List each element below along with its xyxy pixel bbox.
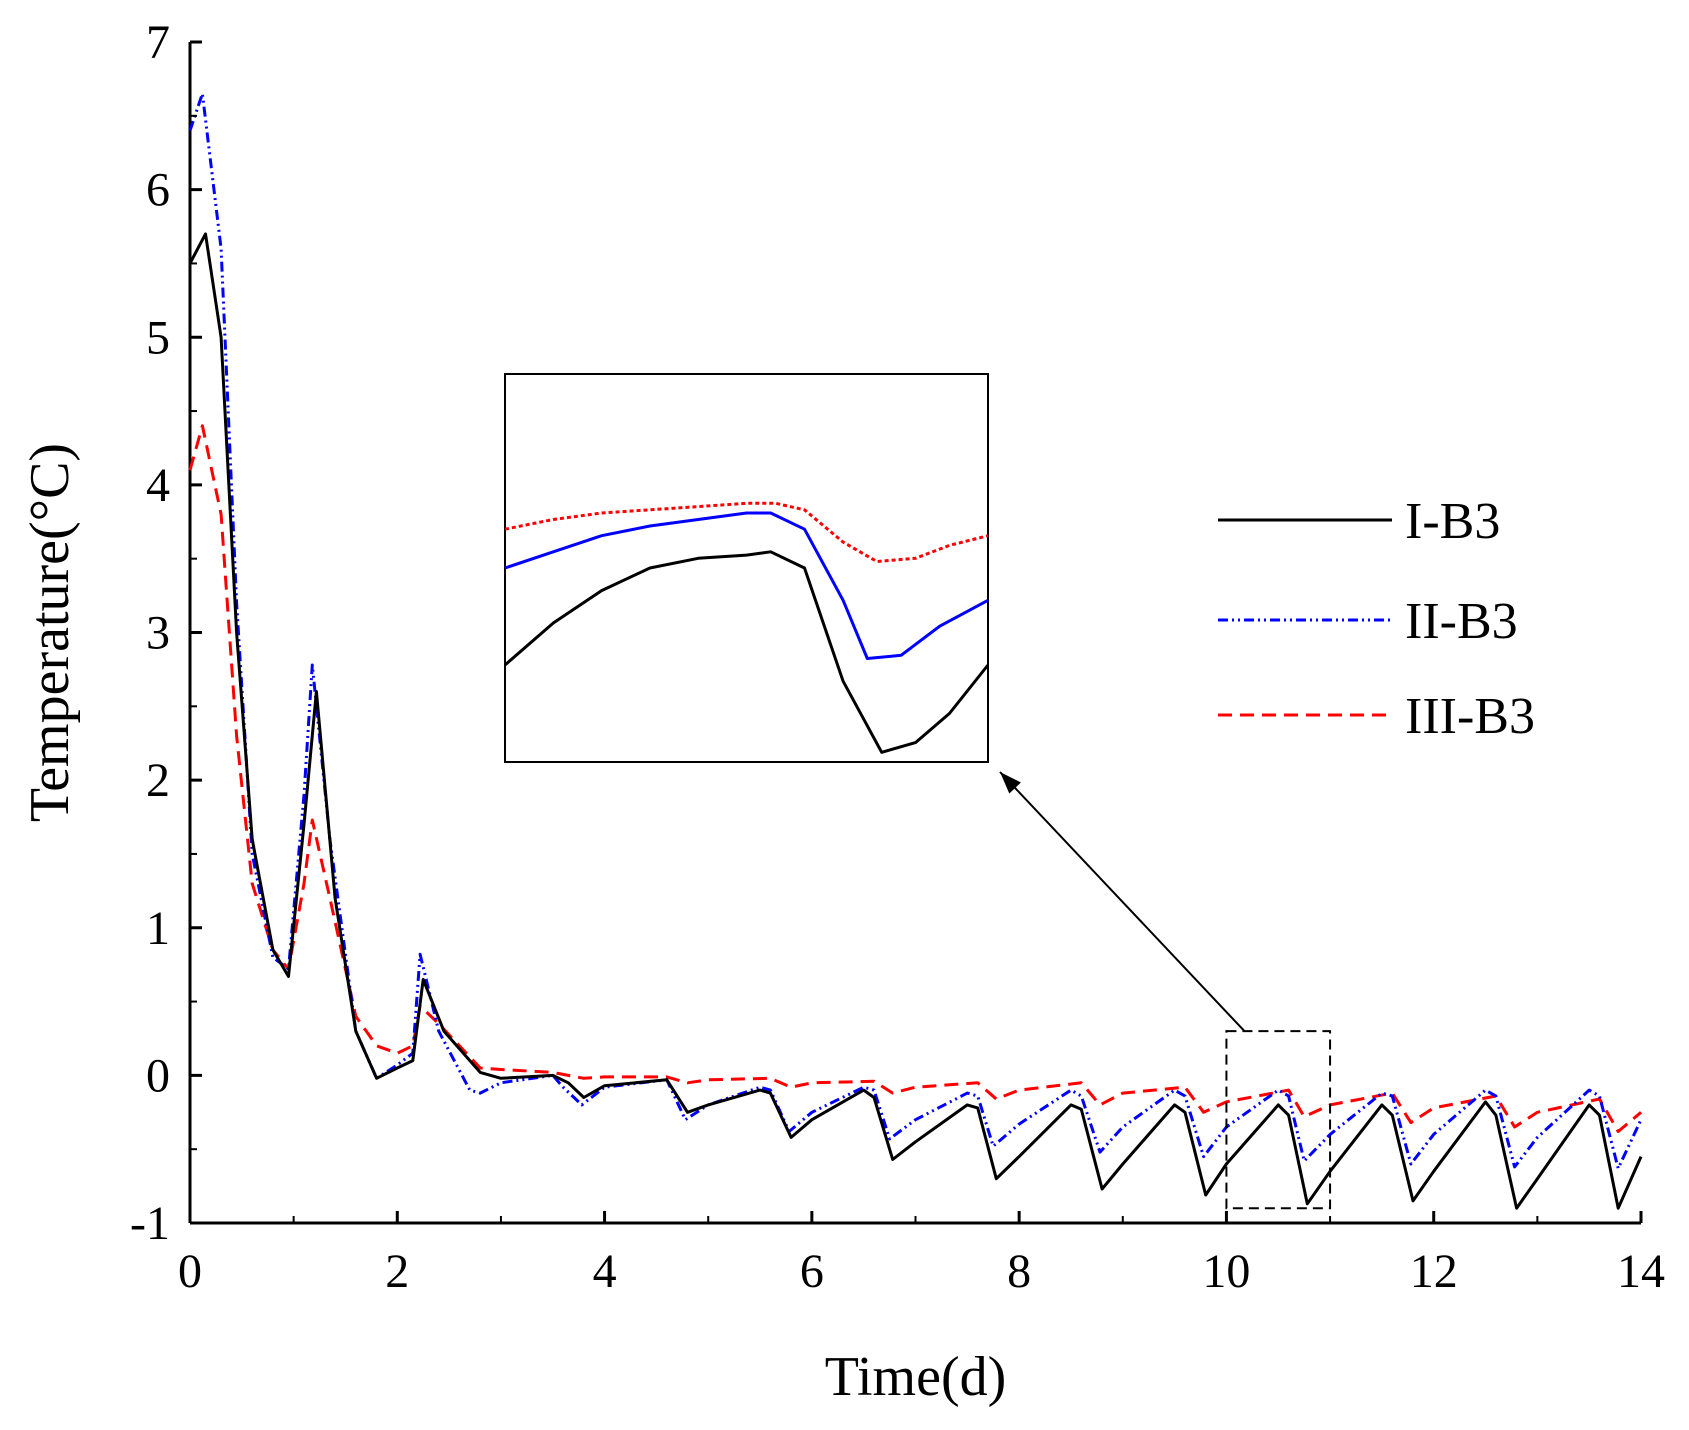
plot-series: [188, 92, 1643, 1210]
x-tick-label: 8: [1007, 1245, 1031, 1298]
y-tick-label: 2: [146, 754, 170, 807]
series-line-i-b3: [188, 232, 1643, 1210]
y-tick-label: 7: [146, 16, 170, 69]
legend-label-iii-b3: III-B3: [1405, 688, 1535, 745]
zoom-region-rect: [1225, 1030, 1332, 1210]
x-tick-label: 6: [800, 1245, 824, 1298]
x-tick-label: 10: [1202, 1245, 1250, 1298]
y-tick-label: 1: [146, 902, 170, 955]
y-tick-label: -1: [130, 1197, 170, 1250]
legend: I-B3 II-B3 III-B3: [1218, 493, 1535, 745]
x-tick-label: 2: [385, 1245, 409, 1298]
x-tick-label: 14: [1617, 1245, 1665, 1298]
x-tick-label: 0: [178, 1245, 202, 1298]
y-tick-label: 0: [146, 1049, 170, 1102]
zoom-arrow-line: [999, 771, 1246, 1032]
x-axis-title: Time(d): [825, 1346, 1007, 1408]
legend-label-i-b3: I-B3: [1405, 493, 1500, 550]
series-line-ii-b3: [188, 92, 1643, 1170]
x-tick-label: 12: [1410, 1245, 1458, 1298]
zoom-arrow: [999, 771, 1246, 1032]
legend-label-ii-b3: II-B3: [1405, 593, 1518, 650]
inset-plot: [504, 373, 990, 763]
inset-frame: [504, 373, 989, 763]
y-axis-title: Temperature(°C): [19, 443, 81, 822]
inset-series-line-iii-b3: [504, 501, 989, 563]
zoom-arrow-head: [1000, 772, 1021, 794]
x-tick-label: 4: [593, 1245, 617, 1298]
y-tick-label: 3: [146, 607, 170, 660]
y-tick-label: 5: [146, 311, 170, 364]
inset-series-line-ii-b3: [504, 511, 989, 660]
zoom-region-box: [1225, 1030, 1332, 1210]
y-tick-label: 4: [146, 459, 170, 512]
inset-series-line-i-b3: [504, 550, 990, 754]
y-tick-label: 6: [146, 164, 170, 217]
series-line-iii-b3: [188, 424, 1642, 1133]
